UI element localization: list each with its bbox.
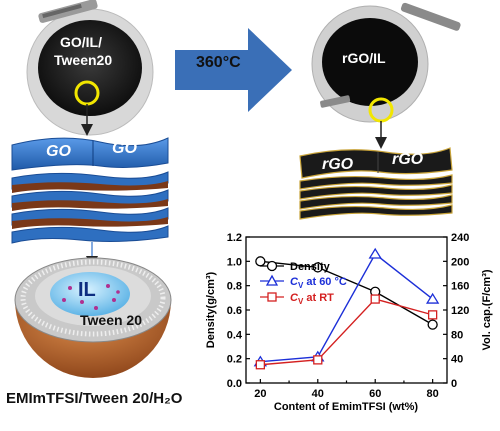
x-axis-label: Content of EmimTFSI (wt%) — [274, 401, 419, 413]
right-tick-label: 120 — [451, 305, 469, 317]
right-photo — [311, 2, 461, 149]
chart: 0.00.20.40.60.81.01.2 04080120160200240 … — [205, 232, 493, 413]
series-layer — [253, 247, 440, 370]
left-photo-label-line1: GO/IL/ — [60, 34, 102, 50]
go-sheet-label-2: GO — [112, 140, 137, 157]
go-sheet-label-1: GO — [46, 143, 71, 160]
y-axis-label-right: Vol. cap.(F/cm³) — [481, 269, 493, 350]
arrow-label: 360°C — [196, 54, 241, 71]
data-point — [368, 247, 382, 259]
legend-marker-cvrt — [267, 292, 277, 302]
x-tick-label: 20 — [254, 388, 266, 400]
x-tick-label: 40 — [312, 388, 324, 400]
left-photo — [26, 0, 154, 136]
right-tick-label: 80 — [451, 329, 463, 341]
left-tick-label: 0.6 — [227, 305, 242, 317]
right-y-axis: 0 40 80 120 160 200 240 — [443, 232, 469, 390]
data-point — [255, 256, 266, 267]
series-line — [260, 260, 433, 326]
data-point — [425, 292, 440, 304]
left-photo-label-line2: Tween20 — [54, 52, 113, 68]
process-arrow — [175, 28, 292, 112]
rgo-sheet-label-2: rGO — [392, 151, 424, 168]
data-point — [255, 360, 266, 370]
data-point — [312, 262, 323, 273]
rgo-sheet-label-1: rGO — [322, 156, 354, 173]
left-tick-label: 1.0 — [227, 256, 242, 268]
rgo-stack — [299, 147, 453, 220]
right-tick-label: 0 — [451, 378, 457, 390]
right-tick-label: 240 — [451, 232, 469, 244]
data-point — [427, 319, 438, 330]
legend-label-density: Density — [290, 261, 331, 273]
left-tick-label: 0.8 — [227, 281, 242, 293]
data-point — [427, 310, 438, 320]
micelle-shell-label: Tween 20 — [80, 312, 142, 328]
x-tick-label: 80 — [427, 388, 439, 400]
right-tick-label: 40 — [451, 354, 463, 366]
left-y-axis: 0.0 0.2 0.4 0.6 0.8 1.0 1.2 — [227, 232, 250, 390]
x-tick-label: 60 — [369, 388, 381, 400]
right-tick-label: 200 — [451, 256, 469, 268]
left-tick-label: 1.2 — [227, 232, 242, 244]
right-tick-label: 160 — [451, 281, 469, 293]
micelle — [14, 257, 172, 378]
bottom-caption: EMImTFSI/Tween 20/H₂O — [6, 390, 183, 407]
legend-marker-density — [266, 260, 278, 272]
x-axis: 20 40 60 80 — [254, 379, 439, 400]
legend: Density CV at 60 °C CV at RT — [260, 260, 347, 306]
micelle-core — [50, 272, 130, 316]
series-line — [260, 298, 433, 366]
left-tick-label: 0.2 — [227, 354, 242, 366]
data-point — [313, 355, 323, 365]
right-photo-label: rGO/IL — [342, 50, 386, 66]
y-axis-label-left: Density(g/cm³) — [205, 271, 217, 348]
legend-marker-cv60 — [265, 274, 279, 286]
micelle-core-label: IL — [78, 279, 96, 301]
left-tick-label: 0.4 — [227, 329, 243, 341]
go-stack — [11, 137, 169, 268]
legend-label-cvrt: CV at RT — [290, 292, 334, 306]
legend-label-cv60: CV at 60 °C — [290, 276, 347, 290]
data-point — [370, 294, 380, 304]
left-tick-label: 0.0 — [227, 378, 242, 390]
series-line — [260, 252, 434, 363]
